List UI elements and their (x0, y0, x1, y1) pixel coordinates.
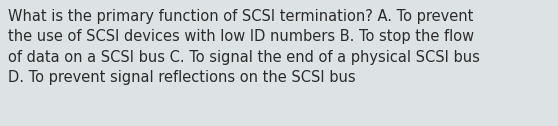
Text: What is the primary function of SCSI termination? A. To prevent
the use of SCSI : What is the primary function of SCSI ter… (8, 9, 480, 85)
